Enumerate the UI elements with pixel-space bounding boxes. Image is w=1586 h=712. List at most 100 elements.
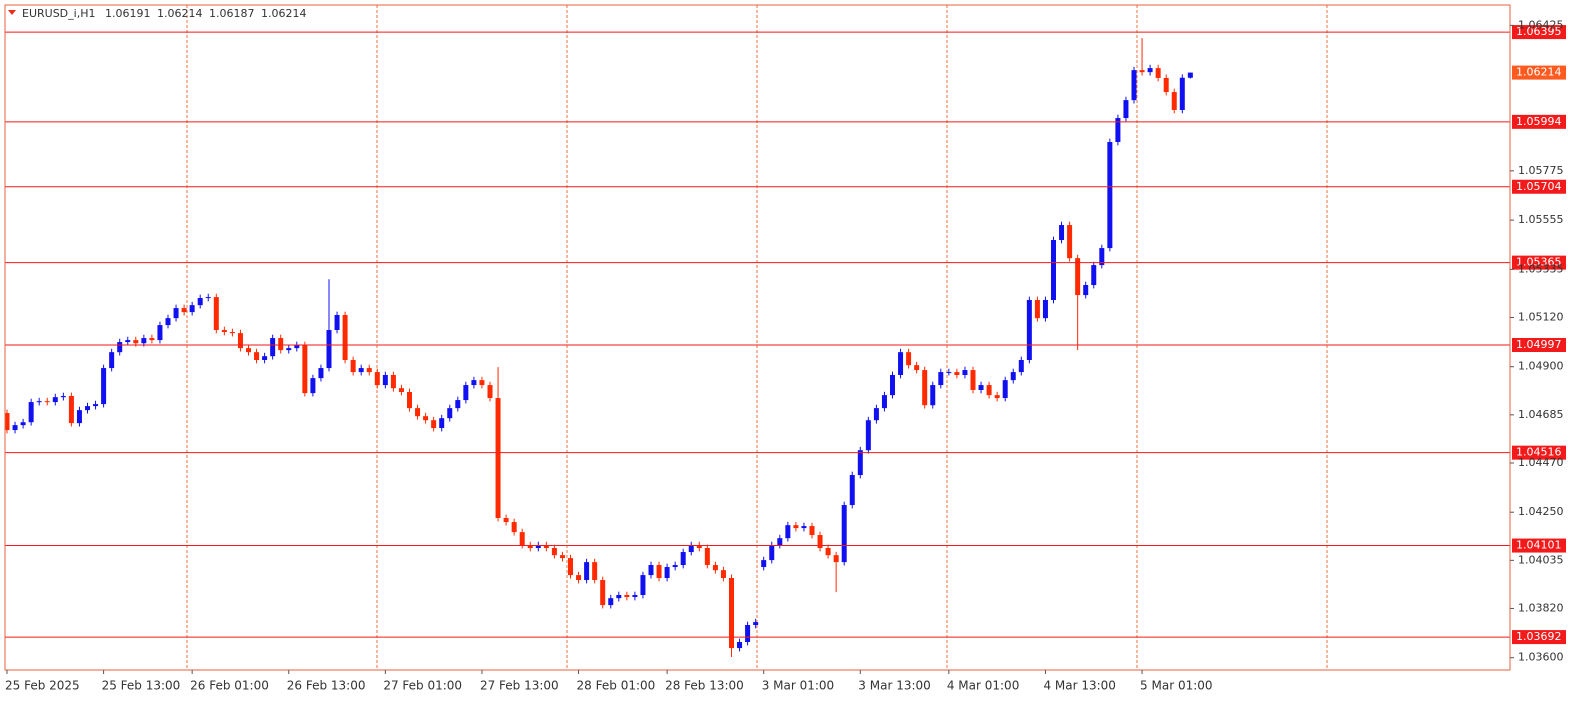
- y-tick-label: 1.05335: [1518, 262, 1564, 275]
- level-label-box: [1512, 114, 1566, 129]
- candle-body: [576, 575, 582, 581]
- candle-body: [205, 297, 211, 299]
- candle-body: [1002, 380, 1008, 399]
- candle-body: [1026, 300, 1032, 360]
- candle-body: [479, 380, 485, 386]
- last-price-label: 1.06214: [1516, 66, 1562, 79]
- candle-body: [310, 378, 316, 394]
- x-tick-label: 4 Mar 13:00: [1043, 679, 1116, 693]
- candle-body: [1155, 68, 1161, 78]
- level-label-box: [1512, 445, 1566, 460]
- candle-body: [729, 578, 734, 649]
- candle-body: [890, 374, 895, 396]
- ohlc-open: 1.06191: [105, 7, 151, 20]
- level-label: 1.05365: [1516, 256, 1562, 269]
- candle-body: [4, 413, 10, 431]
- y-tick-label: 1.04035: [1518, 553, 1564, 566]
- x-tick-label: 25 Feb 13:00: [102, 679, 181, 693]
- x-tick-label: 25 Feb 2025: [5, 679, 80, 693]
- y-tick-label: 1.04250: [1518, 505, 1564, 518]
- level-label: 1.04101: [1516, 539, 1562, 552]
- candle-body: [390, 374, 396, 389]
- candle-body: [1034, 300, 1040, 319]
- ohlc-close: 1.06214: [261, 7, 307, 20]
- candle-body: [189, 305, 195, 313]
- candle-body: [720, 570, 726, 579]
- candle-body: [608, 598, 614, 606]
- candle-body: [600, 580, 606, 606]
- candle-body: [1163, 77, 1169, 93]
- candle-body: [431, 420, 437, 429]
- candle-body: [181, 308, 187, 313]
- x-tick-label: 26 Feb 01:00: [190, 679, 269, 693]
- candle-body: [656, 565, 662, 579]
- candle-body: [1075, 258, 1081, 296]
- y-tick-label: 1.05120: [1518, 310, 1564, 323]
- candle-body: [632, 595, 638, 598]
- candle-body: [592, 562, 598, 581]
- candle-body: [423, 416, 429, 421]
- candle-body: [28, 402, 34, 423]
- candle-body: [125, 340, 131, 343]
- candle-body: [1099, 248, 1105, 266]
- candle-body: [777, 538, 783, 546]
- menu-triangle[interactable]: [8, 10, 16, 15]
- levels: 1.06395 1.05994 1.05704 1.05365 1.04997 1.045…: [5, 25, 1566, 645]
- candle-body: [157, 325, 163, 341]
- candle-body: [1147, 68, 1153, 73]
- candle-body: [197, 297, 203, 306]
- x-tick-label: 27 Feb 01:00: [383, 679, 462, 693]
- candle-body: [849, 475, 855, 506]
- y-tick-label: 1.05775: [1518, 164, 1564, 177]
- candle-body: [326, 330, 332, 369]
- candle-body: [704, 548, 710, 566]
- candle-body: [978, 385, 984, 390]
- candle-body: [551, 548, 557, 556]
- candle-body: [44, 401, 50, 403]
- x-tick-label: 26 Feb 13:00: [287, 679, 366, 693]
- candle-body: [696, 545, 702, 549]
- candle-body: [286, 348, 292, 351]
- x-tick-label: 5 Mar 01:00: [1140, 679, 1213, 693]
- level-label: 1.04516: [1516, 446, 1562, 459]
- candle-body: [527, 545, 533, 549]
- candle-body: [101, 368, 107, 405]
- candle-body: [52, 397, 58, 403]
- candle-body: [229, 332, 235, 334]
- candle-body: [1139, 70, 1145, 73]
- candle-body: [986, 385, 992, 396]
- candle-body: [841, 505, 847, 563]
- level-label-box: [1512, 179, 1566, 194]
- candle-body: [584, 562, 590, 581]
- candle-body: [946, 372, 952, 374]
- candle-body: [350, 359, 356, 373]
- level-label-box: [1512, 538, 1566, 553]
- candle-body: [165, 318, 171, 326]
- candle-body: [366, 368, 372, 373]
- candle-body: [1042, 300, 1048, 319]
- candle-body: [398, 388, 404, 393]
- candle-body: [519, 532, 525, 546]
- candle-body: [1067, 225, 1073, 259]
- candle-body: [213, 297, 219, 331]
- candle-body: [318, 368, 324, 379]
- candle-body: [117, 342, 123, 353]
- candle-body: [447, 408, 453, 419]
- level-label-box: [1512, 337, 1566, 352]
- candle-body: [543, 545, 549, 549]
- candle-body: [471, 380, 477, 386]
- candle-body: [141, 338, 147, 344]
- level-label: 1.05994: [1516, 115, 1562, 128]
- candle-body: [769, 545, 775, 561]
- candle-body: [358, 368, 364, 373]
- candle-body: [342, 315, 348, 360]
- candle-body: [60, 396, 66, 398]
- separators: [186, 5, 1328, 670]
- candle-body: [737, 642, 743, 649]
- plot-border: [4, 4, 1511, 671]
- candle-body: [1051, 240, 1056, 301]
- candle-body: [1018, 359, 1024, 373]
- candle-body: [1115, 118, 1121, 142]
